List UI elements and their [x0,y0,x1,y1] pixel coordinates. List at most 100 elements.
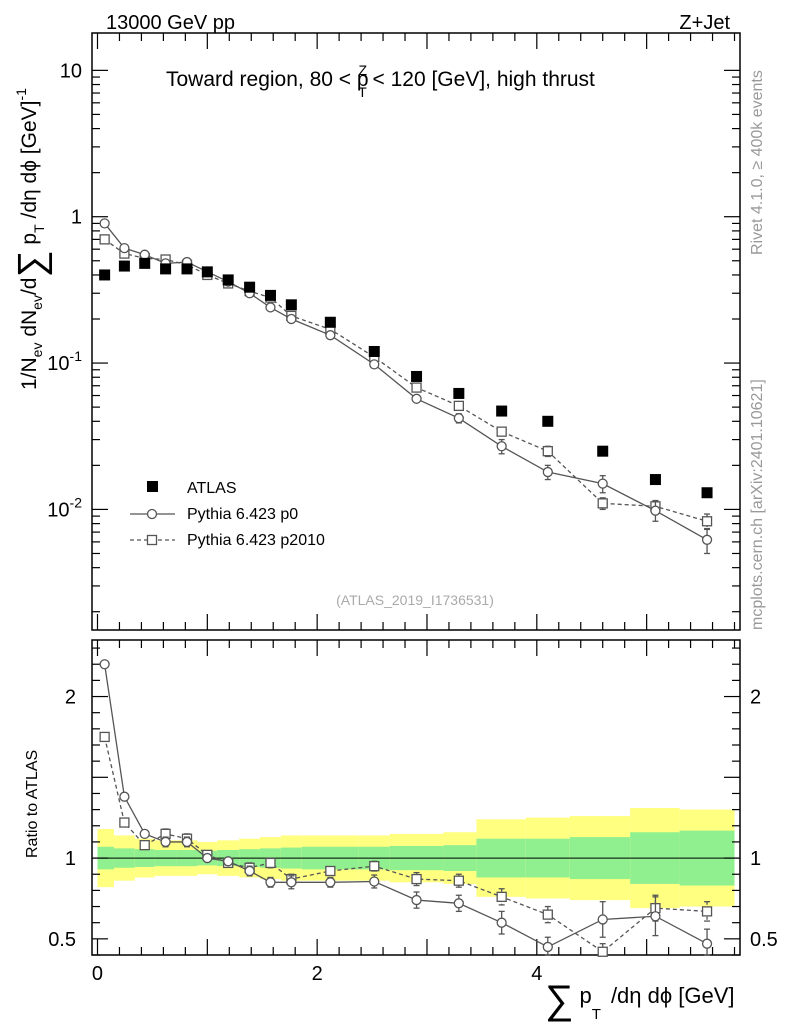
data-point-p2010 [325,865,336,877]
x-tick-label: 2 [312,963,323,985]
chart-title: Toward region, 80 < pZ T < 120 [GeV], hig… [166,62,595,100]
data-point-p0 [701,938,713,949]
data-point-p2010 [99,731,110,743]
x-axis-label: ∑ pT/dη dϕ [GeV] [545,978,735,1023]
data-point-atlas [453,387,465,399]
data-point-atlas [139,257,151,269]
data-point-atlas [201,266,213,278]
data-point-p0 [99,218,110,229]
data-point-p0 [223,856,234,867]
ratio-y-tick-label-left: 2 [65,687,76,709]
data-point-atlas [368,345,380,357]
data-point-p0 [650,911,661,922]
y-tick-label: 1 [71,207,82,229]
data-point-p2010 [597,946,608,957]
data-point-p2010 [119,817,130,828]
mcplots-label: mcplots.cern.ch [arXiv:2401.10621] [749,379,766,630]
data-point-p0 [411,894,422,906]
y-tick-label: 10-1 [47,348,82,375]
data-point-p2010 [139,840,150,851]
data-point-p2010 [453,875,464,886]
data-point-p0 [139,828,150,839]
data-point-p0 [119,242,130,254]
data-point-atlas [285,299,297,311]
data-point-p0 [411,393,422,404]
data-point-p0 [542,466,553,478]
data-point-p2010 [496,891,507,902]
energy-label: 13000 GeV pp [106,12,235,34]
main-y-axis: 10-2 10-1 1 10 [47,60,740,613]
data-point-p2010 [597,498,608,509]
legend-label-atlas: ATLAS [187,480,237,497]
data-point-p2010 [453,400,464,412]
y-axis-label: 1/Nev dNev/d∑ pT /dη dϕ [GeV]-1 [11,88,53,390]
main-plot-frame [91,32,741,631]
ratio-y-axis: 0.5 0.5 1 1 2 2 [48,647,778,956]
data-point-atlas [701,487,713,499]
title-sub: T [358,84,367,100]
data-point-atlas [222,274,234,286]
data-point-atlas [649,474,661,486]
data-point-p0 [99,659,110,670]
legend-marker-p0 [146,508,158,520]
data-point-p0 [286,877,297,888]
data-point-p0 [453,898,464,909]
data-point-atlas [496,405,508,417]
data-point-p2010 [701,516,713,527]
legend-marker-atlas [147,481,158,492]
data-point-p2010 [496,426,507,437]
main-plot-series [99,218,713,555]
data-point-atlas [160,263,172,275]
legend-label-p0: Pythia 6.423 p0 [187,506,298,523]
data-point-p2010 [369,861,380,872]
ratio-y-tick-label-left: 1 [65,848,76,870]
data-point-atlas [264,289,276,301]
data-point-p0 [286,313,297,325]
rivet-label: Rivet 4.1.0, ≥ 400k events [749,70,766,255]
ratio-y-tick-label-right: 1 [750,848,761,870]
data-point-p0 [160,836,171,848]
data-point-p0 [369,359,380,370]
data-point-atlas [99,269,111,281]
data-point-p2010 [542,446,553,457]
title-sup: Z [359,62,368,78]
data-point-p0 [369,876,380,887]
data-point-atlas [411,370,423,382]
data-point-p0 [496,917,507,928]
y-tick-label: 10-2 [47,494,82,521]
data-point-p0 [325,330,336,341]
data-point-p2010 [99,234,110,245]
ratio-y-tick-label-right: 2 [750,687,761,709]
ratio-y-tick-label-left: 0.5 [48,929,76,951]
legend-marker-p2010 [146,534,158,546]
data-point-p0 [542,941,553,953]
data-point-p0 [453,413,464,424]
x-axis: 0 2 4 [92,33,736,985]
series-line [104,238,708,522]
data-point-p0 [139,249,150,260]
data-point-p0 [202,852,213,864]
data-point-p2010 [265,857,276,869]
data-point-atlas [118,260,130,272]
data-point-p0 [597,478,608,489]
data-point-p0 [265,302,276,313]
ratio-plot-frame [91,639,741,956]
data-point-p0 [701,534,713,545]
data-point-p0 [244,865,255,877]
x-tick-label: 0 [92,963,103,985]
process-label: Z+Jet [679,12,730,34]
data-point-atlas [597,445,609,457]
data-point-p2010 [411,873,422,885]
data-point-p0 [325,877,336,888]
y-tick-label: 10 [60,60,82,82]
ratio-plot-series [99,659,713,957]
legend-label-p2010: Pythia 6.423 p2010 [187,532,325,549]
data-point-p0 [650,505,661,516]
data-point-atlas [181,263,193,275]
data-point-p0 [597,914,608,925]
data-point-atlas [542,415,554,427]
data-point-p0 [181,836,193,848]
data-point-p2010 [701,906,713,917]
x-tick-label: 4 [531,963,542,985]
data-point-atlas [244,281,256,293]
